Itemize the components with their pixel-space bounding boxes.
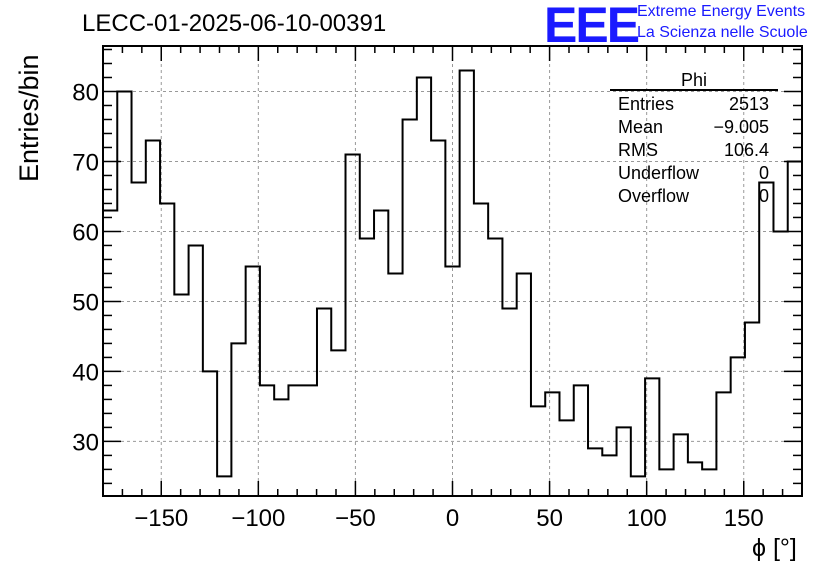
y-tick-label: 60 [72, 219, 99, 246]
y-tick-label: 70 [72, 149, 99, 176]
stats-value-overflow: 0 [758, 186, 769, 206]
x-tick-label: −150 [134, 505, 188, 532]
x-tick-label: −50 [335, 505, 376, 532]
chart-title: LECC-01-2025-06-10-00391 [82, 10, 387, 37]
logo-text-line2: La Scienza nelle Scuole [637, 24, 808, 41]
stats-value-rms: 106.4 [723, 140, 769, 160]
y-tick-label: 80 [72, 79, 99, 106]
axis-ticks [102, 46, 803, 496]
x-axis-label: ϕ [°] [752, 534, 797, 562]
tick-labels: −150 −100 −50 0 50 100 150 30 40 50 60 70 80 [72, 79, 763, 532]
stats-label-rms: RMS [618, 140, 658, 160]
x-tick-label: −100 [231, 505, 285, 532]
plot-frame [102, 45, 803, 497]
x-tick-label: 150 [724, 505, 764, 532]
stats-value-mean: −9.005 [713, 117, 769, 137]
y-tick-label: 50 [72, 289, 99, 316]
y-tick-label: 30 [72, 429, 99, 456]
stats-value-entries: 2513 [728, 94, 769, 114]
stats-label-overflow: Overflow [618, 186, 690, 206]
stats-title: Phi [681, 70, 708, 90]
x-tick-label: 100 [627, 505, 667, 532]
grid-lines [103, 46, 802, 496]
y-tick-label: 40 [72, 359, 99, 386]
logo-text-line1: Extreme Energy Events [637, 3, 806, 20]
eee-logo: EEE [544, 0, 640, 53]
stats-label-mean: Mean [618, 117, 664, 137]
histogram-outline [103, 69, 802, 478]
stats-value-underflow: 0 [758, 163, 769, 183]
x-tick-label: 50 [536, 505, 563, 532]
stats-label-entries: Entries [618, 94, 675, 114]
x-tick-label: 0 [446, 505, 459, 532]
stats-label-underflow: Underflow [618, 163, 700, 183]
